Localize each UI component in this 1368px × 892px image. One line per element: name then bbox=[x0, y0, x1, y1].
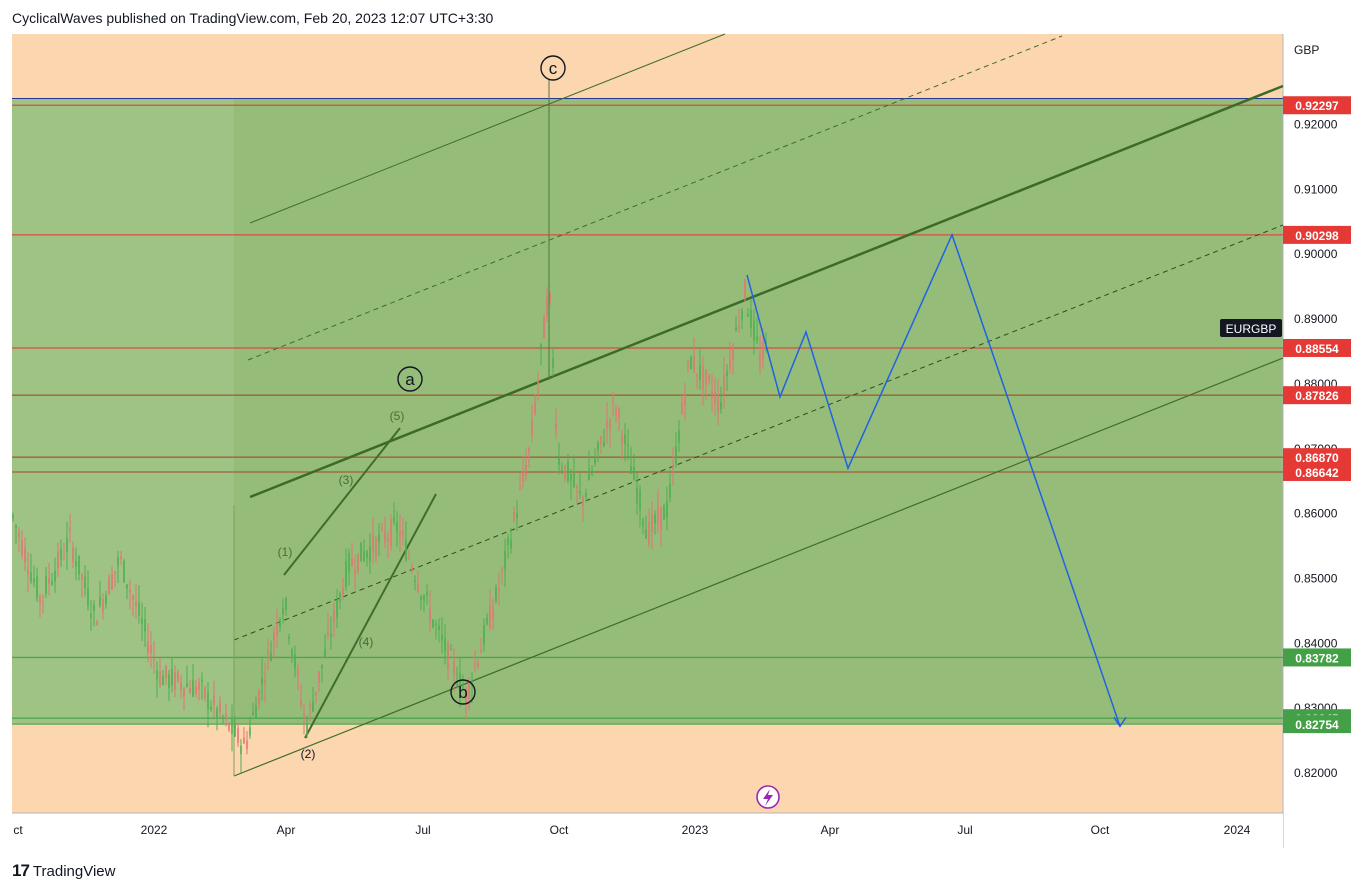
candles-group bbox=[12, 278, 767, 773]
publisher-header: CyclicalWaves published on TradingView.c… bbox=[12, 10, 494, 26]
channel-median-line bbox=[249, 84, 1284, 499]
price-level-label: 0.87826 bbox=[1295, 389, 1339, 403]
y-tick-label: 0.89000 bbox=[1294, 312, 1338, 326]
x-tick-label: 2022 bbox=[141, 823, 168, 837]
channel-dashed-middle bbox=[233, 224, 1284, 641]
channel-dashed-upper bbox=[247, 35, 1063, 361]
channel-upper-line bbox=[249, 33, 726, 224]
y-tick-label: 0.85000 bbox=[1294, 571, 1338, 585]
price-level-badge bbox=[1283, 448, 1351, 467]
x-tick-label: Apr bbox=[821, 823, 840, 837]
wave-label-b: b bbox=[458, 683, 467, 702]
price-level-label: 0.86642 bbox=[1295, 466, 1339, 480]
x-tick-label: Apr bbox=[277, 823, 296, 837]
wave-label-c: c bbox=[549, 59, 558, 78]
price-level-badge bbox=[1283, 96, 1351, 115]
y-tick-label: 0.91000 bbox=[1294, 182, 1338, 196]
wave-label-minor: (1) bbox=[278, 545, 293, 559]
green-zone-overlay bbox=[234, 98, 1283, 724]
wave-label-minor: (4) bbox=[359, 635, 374, 649]
price-level-label: 0.83782 bbox=[1295, 651, 1339, 665]
y-tick-label: 0.92000 bbox=[1294, 118, 1338, 132]
price-level-badge bbox=[1283, 648, 1351, 667]
symbol-badge bbox=[1220, 319, 1282, 337]
y-tick-label: 0.90000 bbox=[1294, 247, 1338, 261]
wave-label-minor: (2) bbox=[301, 747, 316, 761]
y-tick-label: 0.86000 bbox=[1294, 507, 1338, 521]
wave-label-circle bbox=[450, 679, 476, 705]
price-level-badge bbox=[1283, 715, 1351, 734]
x-tick-label: ct bbox=[13, 823, 23, 837]
x-tick-label: Oct bbox=[550, 823, 569, 837]
price-axis-bg bbox=[1284, 34, 1368, 813]
price-level-badge bbox=[1283, 386, 1351, 405]
price-level-label: 0.92297 bbox=[1295, 99, 1339, 113]
x-tick-label: 2023 bbox=[682, 823, 709, 837]
wave-label-circle bbox=[397, 366, 423, 392]
tradingview-brand: TradingView bbox=[32, 862, 116, 880]
price-level-badge bbox=[1283, 338, 1351, 357]
wave-label-a: a bbox=[405, 370, 415, 389]
y-tick-label: 0.82000 bbox=[1294, 766, 1338, 780]
wave-label-minor: (3) bbox=[339, 473, 354, 487]
price-level-label: 0.88554 bbox=[1295, 342, 1339, 356]
tradingview-footer: 17 TradingView bbox=[12, 861, 115, 881]
time-axis-bg bbox=[0, 814, 1283, 848]
price-axis-currency: GBP bbox=[1294, 43, 1319, 57]
projection-path bbox=[746, 232, 1121, 727]
lightning-bolt-icon bbox=[763, 789, 773, 806]
price-level-label: 0.82754 bbox=[1295, 718, 1339, 732]
wave-line-2 bbox=[283, 427, 401, 576]
price-level-label: 0.90298 bbox=[1295, 229, 1339, 243]
green-zone bbox=[12, 98, 1283, 724]
price-level-badge bbox=[1283, 462, 1351, 481]
price-level-badge bbox=[1283, 225, 1351, 244]
channel-lower-line bbox=[233, 357, 1284, 777]
price-level-label: 0.86870 bbox=[1295, 451, 1339, 465]
x-tick-label: Jul bbox=[957, 823, 972, 837]
y-tick-label: 0.84000 bbox=[1294, 636, 1338, 650]
tradingview-logo-icon: 17 bbox=[12, 861, 30, 880]
symbol-label: EURGBP bbox=[1226, 322, 1277, 336]
wave-line-1 bbox=[304, 493, 437, 739]
wave-label-minor: (5) bbox=[390, 409, 405, 423]
x-tick-label: Jul bbox=[415, 823, 430, 837]
x-tick-label: Oct bbox=[1091, 823, 1110, 837]
wave-label-circle bbox=[540, 55, 566, 81]
x-tick-label: 2024 bbox=[1224, 823, 1251, 837]
projection-arrow-icon bbox=[1113, 716, 1127, 728]
